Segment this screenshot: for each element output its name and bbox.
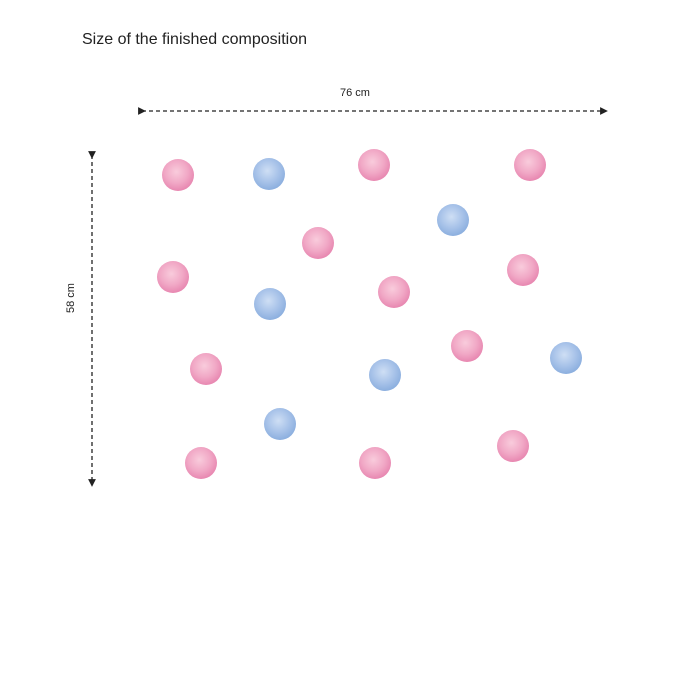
pink-dot [507, 254, 539, 286]
pink-dot [358, 149, 390, 181]
blue-dot [437, 204, 469, 236]
blue-dot [550, 342, 582, 374]
pink-dot [302, 227, 334, 259]
pink-dot [359, 447, 391, 479]
pink-dot [378, 276, 410, 308]
pink-dot [157, 261, 189, 293]
pink-dot [451, 330, 483, 362]
blue-dot [369, 359, 401, 391]
pink-dot [190, 353, 222, 385]
pink-dot [162, 159, 194, 191]
pink-dot [185, 447, 217, 479]
width-label: 76 cm [340, 87, 370, 99]
pink-dot [514, 149, 546, 181]
blue-dot [253, 158, 285, 190]
blue-dot [254, 288, 286, 320]
blue-dot [264, 408, 296, 440]
caption-title: Size of the finished composition [82, 31, 308, 48]
height-label: 58 cm [64, 283, 77, 313]
pink-dot [497, 430, 529, 462]
watercolor-dots [157, 149, 582, 479]
